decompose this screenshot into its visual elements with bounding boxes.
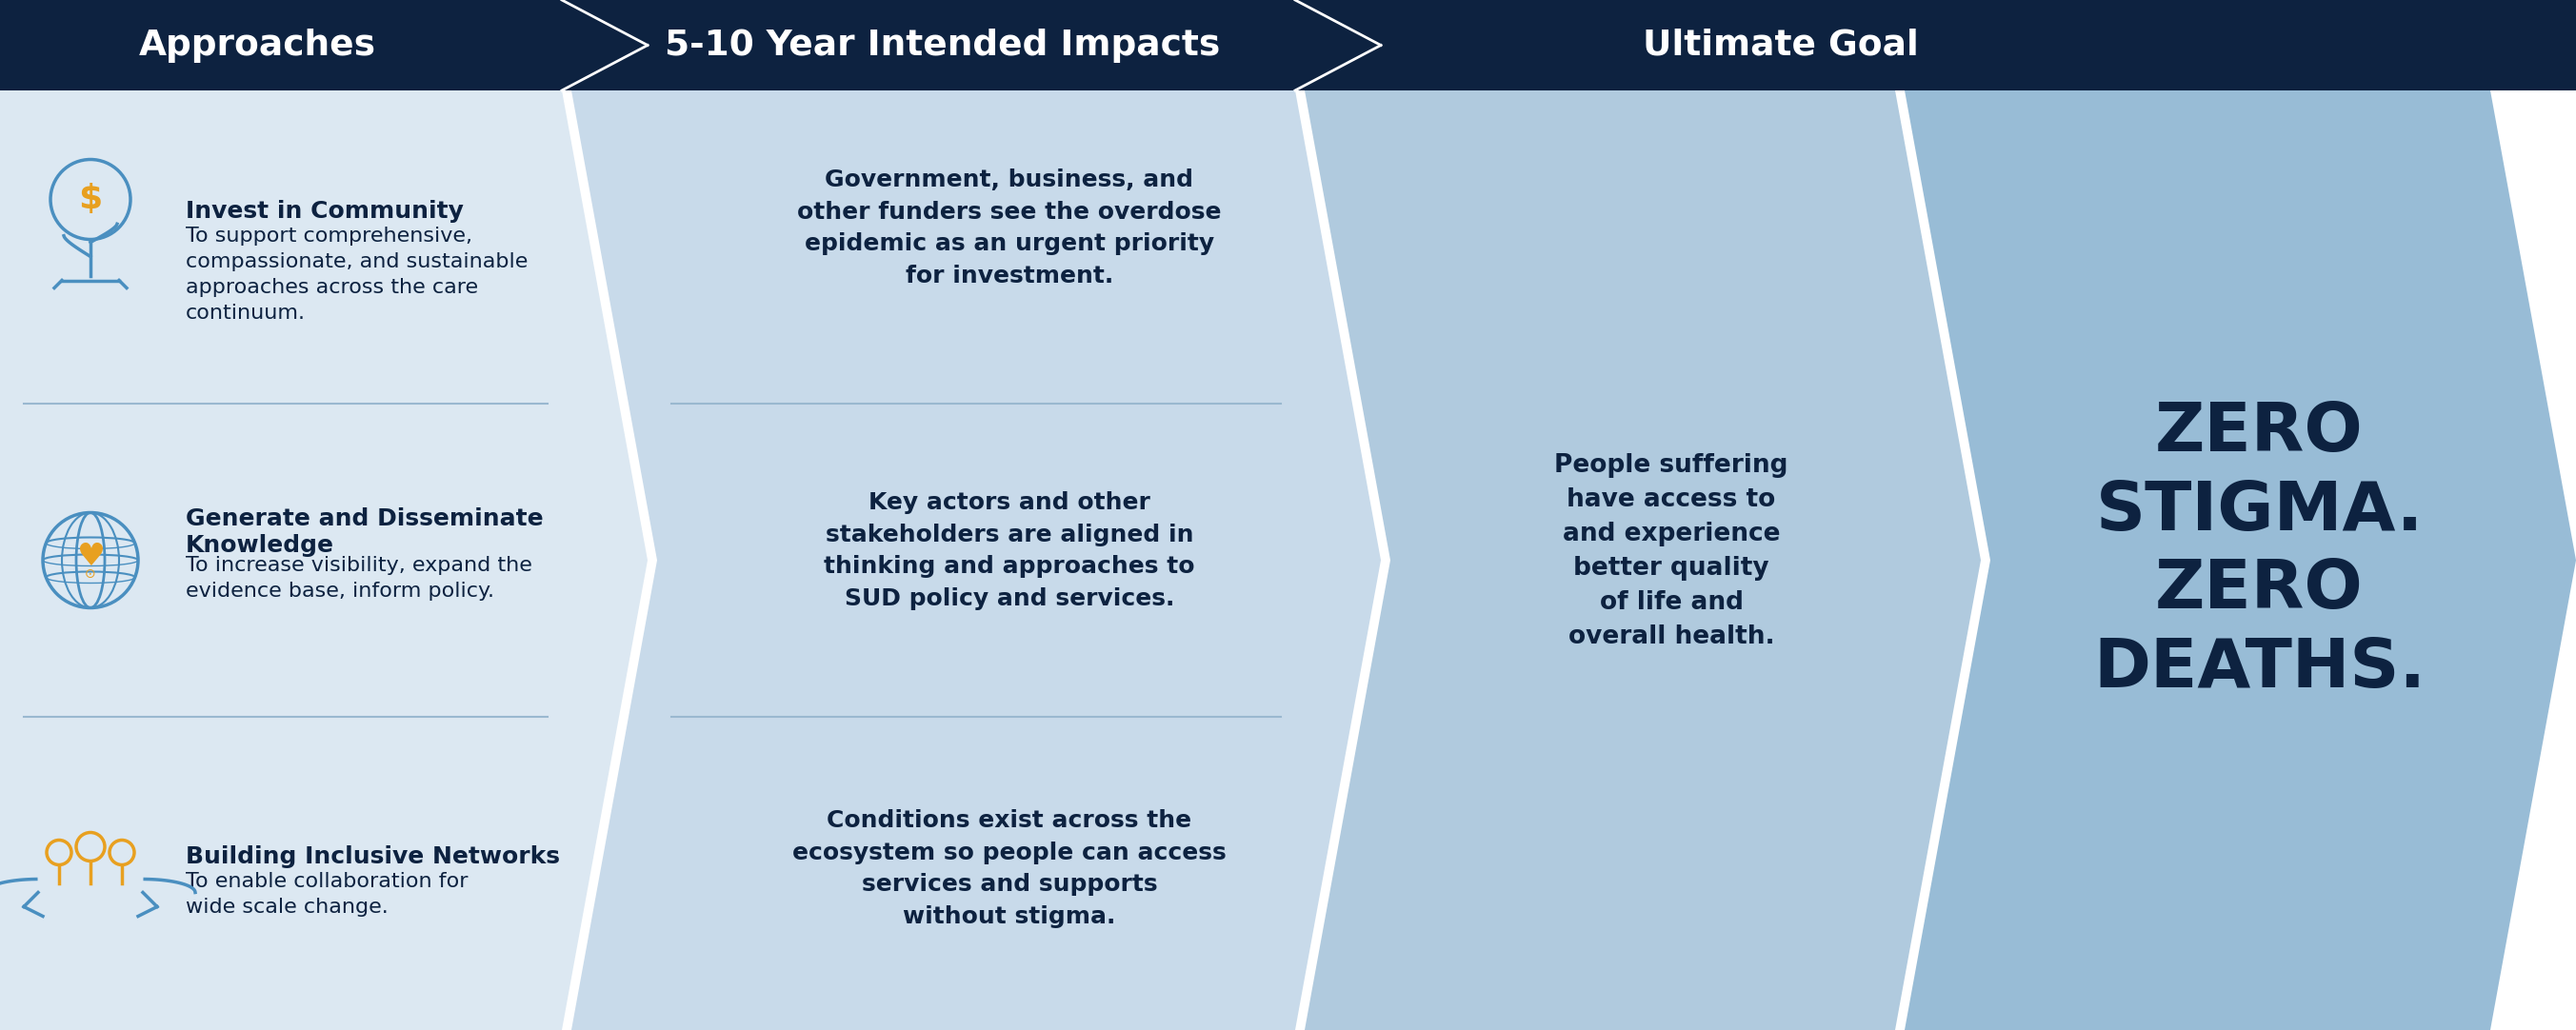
Polygon shape (572, 91, 1381, 1030)
Text: To enable collaboration for
wide scale change.: To enable collaboration for wide scale c… (185, 871, 469, 917)
Bar (0, 0, 2576, 91)
Polygon shape (1904, 91, 2576, 1030)
Text: Key actors and other
stakeholders are aligned in
thinking and approaches to
SUD : Key actors and other stakeholders are al… (824, 491, 1195, 610)
Text: Conditions exist across the
ecosystem so people can access
services and supports: Conditions exist across the ecosystem so… (793, 810, 1226, 928)
Text: Approaches: Approaches (139, 28, 376, 63)
Text: Government, business, and
other funders see the overdose
epidemic as an urgent p: Government, business, and other funders … (799, 169, 1221, 287)
Text: To support comprehensive,
compassionate, and sustainable
approaches across the c: To support comprehensive, compassionate,… (185, 227, 528, 322)
Text: $: $ (77, 183, 103, 215)
Polygon shape (1303, 91, 1981, 1030)
Polygon shape (0, 91, 647, 1030)
Text: ZERO
STIGMA.
ZERO
DEATHS.: ZERO STIGMA. ZERO DEATHS. (2094, 400, 2427, 701)
Text: Generate and Disseminate
Knowledge: Generate and Disseminate Knowledge (185, 508, 544, 557)
Text: Invest in Community: Invest in Community (185, 200, 464, 222)
Text: To increase visibility, expand the
evidence base, inform policy.: To increase visibility, expand the evide… (185, 555, 533, 600)
Text: Building Inclusive Networks: Building Inclusive Networks (185, 845, 559, 867)
Text: People suffering
have access to
and experience
better quality
of life and
overal: People suffering have access to and expe… (1553, 452, 1788, 649)
Text: Ultimate Goal: Ultimate Goal (1643, 28, 1919, 63)
Text: ⊙: ⊙ (85, 566, 95, 580)
Text: ♥: ♥ (77, 541, 106, 572)
Text: 5-10 Year Intended Impacts: 5-10 Year Intended Impacts (665, 28, 1221, 63)
